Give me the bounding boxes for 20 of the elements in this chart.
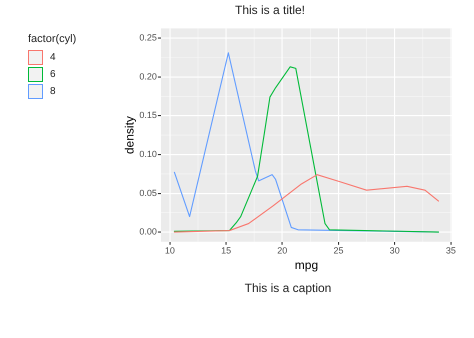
legend-label: 4 <box>50 52 56 63</box>
chart-title: This is a title! <box>234 3 306 17</box>
y-tick-label: 0.05 <box>139 188 157 198</box>
x-tick-label: 15 <box>221 246 232 256</box>
legend-title: factor(cyl) <box>28 33 76 45</box>
text: This is a caption <box>244 281 332 295</box>
legend-label: 8 <box>50 86 56 97</box>
x-tick-label: 35 <box>446 246 456 256</box>
x-tick-label: 20 <box>277 246 288 256</box>
y-tick-label: 0.25 <box>139 32 157 43</box>
y-tick-label: 0.15 <box>139 110 157 120</box>
x-axis-title: mpg <box>294 258 318 272</box>
legend-label: 6 <box>50 69 56 80</box>
y-tick-label: 0.10 <box>139 148 157 159</box>
y-tick-label: 0.20 <box>139 71 157 82</box>
y-tick-label: 0.00 <box>139 226 157 237</box>
y-axis-title: density <box>122 116 137 154</box>
x-tick-label: 10 <box>164 246 175 256</box>
x-tick-label: 25 <box>333 246 344 256</box>
x-tick-label: 30 <box>390 246 400 256</box>
